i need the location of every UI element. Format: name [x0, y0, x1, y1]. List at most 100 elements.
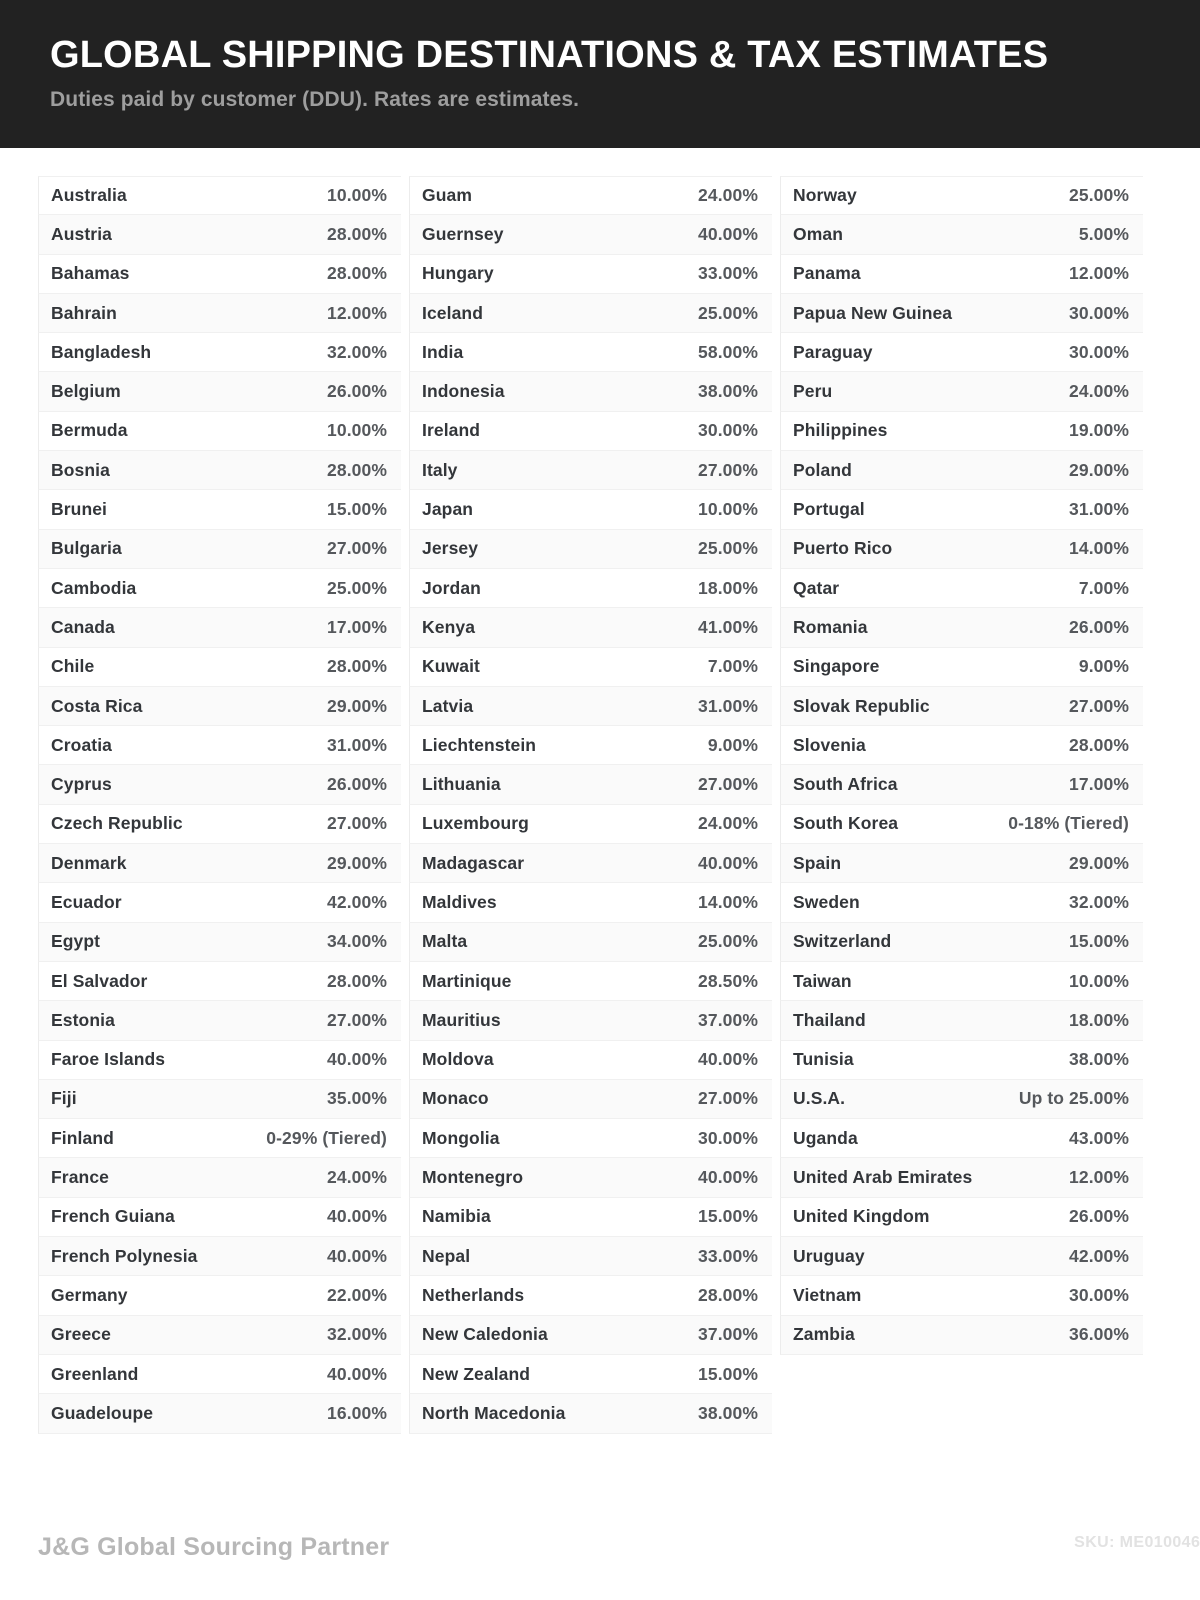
table-row[interactable]: Philippines 19.00% — [780, 411, 1143, 452]
table-row[interactable]: Denmark 29.00% — [38, 844, 401, 884]
table-row[interactable]: Bahamas 28.00% — [38, 254, 401, 294]
tax-rate-value: 40.00% — [327, 1245, 387, 1266]
table-row[interactable]: Maldives 14.00% — [409, 883, 772, 923]
table-row[interactable]: U.S.A. Up to 25.00% — [780, 1079, 1143, 1120]
table-row[interactable]: Lithuania 27.00% — [409, 765, 772, 805]
tax-rate-value: 10.00% — [327, 420, 387, 441]
table-row[interactable]: Guam 24.00% — [409, 176, 772, 216]
table-row[interactable]: Australia 10.00% — [38, 176, 401, 216]
table-row[interactable]: Moldova 40.00% — [409, 1040, 772, 1080]
table-row[interactable]: Austria 28.00% — [38, 215, 401, 255]
table-row[interactable]: Bermuda 10.00% — [38, 411, 401, 452]
table-row[interactable]: Singapore 9.00% — [780, 647, 1143, 687]
table-row[interactable]: Jordan 18.00% — [409, 568, 772, 609]
table-row[interactable]: Qatar 7.00% — [780, 568, 1143, 609]
table-row[interactable]: Slovenia 28.00% — [780, 726, 1143, 766]
table-row[interactable]: France 24.00% — [38, 1158, 401, 1198]
table-row[interactable]: Luxembourg 24.00% — [409, 804, 772, 845]
table-row[interactable]: Estonia 27.00% — [38, 1001, 401, 1041]
table-row[interactable]: Costa Rica 29.00% — [38, 686, 401, 727]
table-row[interactable]: Greece 32.00% — [38, 1315, 401, 1355]
table-row[interactable]: Uruguay 42.00% — [780, 1237, 1143, 1277]
table-row[interactable]: Sweden 32.00% — [780, 883, 1143, 923]
table-row[interactable]: Paraguay 30.00% — [780, 333, 1143, 373]
table-row[interactable]: Finland 0-29% (Tiered) — [38, 1119, 401, 1159]
table-row[interactable]: Switzerland 15.00% — [780, 922, 1143, 962]
table-row[interactable]: Indonesia 38.00% — [409, 372, 772, 412]
table-row[interactable]: Croatia 31.00% — [38, 726, 401, 766]
table-row[interactable]: Tunisia 38.00% — [780, 1040, 1143, 1080]
table-row[interactable]: Montenegro 40.00% — [409, 1158, 772, 1198]
table-row[interactable]: South Africa 17.00% — [780, 765, 1143, 805]
table-row[interactable]: French Polynesia 40.00% — [38, 1237, 401, 1277]
table-row[interactable]: Bahrain 12.00% — [38, 293, 401, 334]
table-row[interactable]: United Arab Emirates 12.00% — [780, 1158, 1143, 1198]
tax-rate-value: 40.00% — [698, 1049, 758, 1070]
table-row[interactable]: Ireland 30.00% — [409, 411, 772, 452]
table-row[interactable]: French Guiana 40.00% — [38, 1197, 401, 1238]
table-row[interactable]: United Kingdom 26.00% — [780, 1197, 1143, 1238]
table-row[interactable]: Nepal 33.00% — [409, 1237, 772, 1277]
table-row[interactable]: Norway 25.00% — [780, 176, 1143, 216]
table-row[interactable]: Uganda 43.00% — [780, 1119, 1143, 1159]
table-row[interactable]: Canada 17.00% — [38, 608, 401, 648]
table-row[interactable]: Germany 22.00% — [38, 1276, 401, 1316]
table-row[interactable]: Italy 27.00% — [409, 451, 772, 491]
table-row[interactable]: Latvia 31.00% — [409, 686, 772, 727]
table-row[interactable]: Hungary 33.00% — [409, 254, 772, 294]
table-row[interactable]: North Macedonia 38.00% — [409, 1394, 772, 1434]
country-name: Ecuador — [51, 891, 122, 912]
table-row[interactable]: South Korea 0-18% (Tiered) — [780, 804, 1143, 845]
table-row[interactable]: Mongolia 30.00% — [409, 1119, 772, 1159]
table-row[interactable]: India 58.00% — [409, 333, 772, 373]
table-row[interactable]: Iceland 25.00% — [409, 293, 772, 334]
table-row[interactable]: Oman 5.00% — [780, 215, 1143, 255]
table-row[interactable]: Portugal 31.00% — [780, 490, 1143, 530]
table-row[interactable]: Peru 24.00% — [780, 372, 1143, 412]
table-row[interactable]: Romania 26.00% — [780, 608, 1143, 648]
table-row[interactable]: Guadeloupe 16.00% — [38, 1394, 401, 1434]
tax-rate-value: 27.00% — [698, 1088, 758, 1109]
table-row[interactable]: Faroe Islands 40.00% — [38, 1040, 401, 1080]
table-row[interactable]: Netherlands 28.00% — [409, 1276, 772, 1316]
table-row[interactable]: Jersey 25.00% — [409, 529, 772, 569]
table-row[interactable]: Martinique 28.50% — [409, 961, 772, 1002]
table-row[interactable]: Spain 29.00% — [780, 844, 1143, 884]
table-row[interactable]: Malta 25.00% — [409, 922, 772, 962]
table-row[interactable]: Ecuador 42.00% — [38, 883, 401, 923]
table-row[interactable]: Taiwan 10.00% — [780, 961, 1143, 1002]
table-row[interactable]: Brunei 15.00% — [38, 490, 401, 530]
table-row[interactable]: Belgium 26.00% — [38, 372, 401, 412]
table-row[interactable]: Zambia 36.00% — [780, 1315, 1143, 1355]
table-row[interactable]: Madagascar 40.00% — [409, 844, 772, 884]
table-row[interactable]: Bosnia 28.00% — [38, 451, 401, 491]
table-row[interactable]: Chile 28.00% — [38, 647, 401, 687]
table-row[interactable]: Czech Republic 27.00% — [38, 804, 401, 845]
table-row[interactable]: Japan 10.00% — [409, 490, 772, 530]
table-row[interactable]: Greenland 40.00% — [38, 1354, 401, 1395]
table-row[interactable]: Guernsey 40.00% — [409, 215, 772, 255]
tax-rate-value: 10.00% — [698, 499, 758, 520]
table-row[interactable]: Egypt 34.00% — [38, 922, 401, 962]
table-row[interactable]: Kuwait 7.00% — [409, 647, 772, 687]
table-row[interactable]: El Salvador 28.00% — [38, 961, 401, 1002]
table-row[interactable]: Puerto Rico 14.00% — [780, 529, 1143, 569]
table-row[interactable]: Monaco 27.00% — [409, 1079, 772, 1120]
table-row[interactable]: New Caledonia 37.00% — [409, 1315, 772, 1355]
table-row[interactable]: Papua New Guinea 30.00% — [780, 293, 1143, 334]
table-row[interactable]: Panama 12.00% — [780, 254, 1143, 294]
table-row[interactable]: Bulgaria 27.00% — [38, 529, 401, 569]
table-row[interactable]: Cyprus 26.00% — [38, 765, 401, 805]
table-row[interactable]: Kenya 41.00% — [409, 608, 772, 648]
table-row[interactable]: Vietnam 30.00% — [780, 1276, 1143, 1316]
table-row[interactable]: Mauritius 37.00% — [409, 1001, 772, 1041]
table-row[interactable]: New Zealand 15.00% — [409, 1354, 772, 1395]
table-row[interactable]: Bangladesh 32.00% — [38, 333, 401, 373]
table-row[interactable]: Slovak Republic 27.00% — [780, 686, 1143, 727]
table-row[interactable]: Cambodia 25.00% — [38, 568, 401, 609]
table-row[interactable]: Thailand 18.00% — [780, 1001, 1143, 1041]
table-row[interactable]: Liechtenstein 9.00% — [409, 726, 772, 766]
table-row[interactable]: Fiji 35.00% — [38, 1079, 401, 1120]
table-row[interactable]: Poland 29.00% — [780, 451, 1143, 491]
table-row[interactable]: Namibia 15.00% — [409, 1197, 772, 1238]
